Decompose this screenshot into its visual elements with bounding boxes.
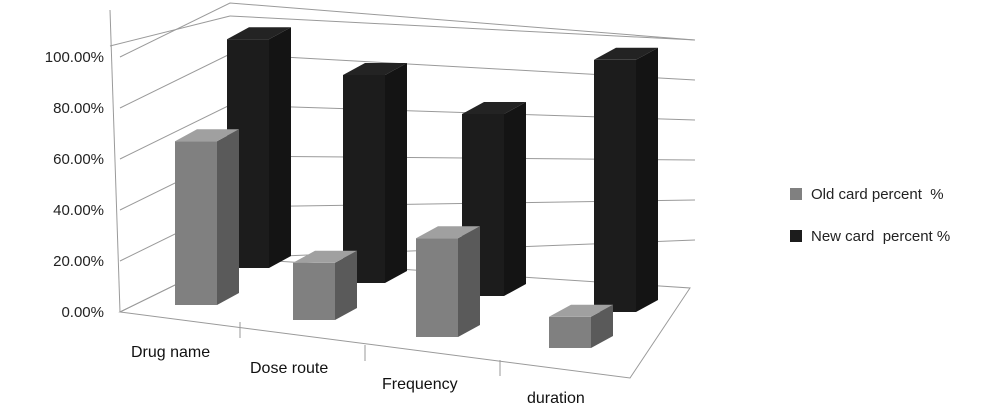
y-tick-label: 100.00% <box>45 49 104 66</box>
legend-item-new: New card percent % <box>790 224 950 248</box>
bar-old-2-front <box>416 238 458 337</box>
bar-new-1 <box>343 63 407 283</box>
x-axis-labels: Drug name Dose route Frequency duration <box>131 344 585 407</box>
legend-item-old: Old card percent % <box>790 182 950 206</box>
x-category-label: Frequency <box>382 376 458 393</box>
bar-new-2 <box>462 102 526 296</box>
x-category-label: Drug name <box>131 344 210 361</box>
bar-old-0-side <box>217 129 239 305</box>
bar-old-0 <box>175 129 239 305</box>
y-tick-label: 20.00% <box>53 253 104 270</box>
bar-old-3-side <box>591 304 613 348</box>
legend-swatch-old <box>790 188 802 200</box>
bar-new-1-side <box>385 63 407 283</box>
bar-new-0 <box>227 27 291 269</box>
legend: Old card percent % New card percent % <box>790 182 950 266</box>
bar-new-3 <box>594 47 658 313</box>
bar-old-0-front <box>175 141 217 305</box>
bar-old-0-top <box>175 129 239 142</box>
bars <box>175 27 658 348</box>
bar-old-1-front <box>293 262 335 320</box>
bar-old-3 <box>549 304 613 348</box>
bar-new-2-top <box>462 102 526 114</box>
bar-old-2-top <box>416 226 480 239</box>
legend-swatch-new <box>790 230 802 242</box>
gridline <box>119 2 696 58</box>
x-category-label: duration <box>527 390 585 407</box>
bar-old-1-top <box>293 250 357 263</box>
bar-old-2-side <box>458 226 480 337</box>
bar-new-0-side <box>269 27 291 269</box>
y-tick-label: 60.00% <box>53 151 104 168</box>
x-category-label: Dose route <box>250 360 328 377</box>
bar-new-3-front <box>594 59 636 312</box>
bar-new-0-top <box>227 27 291 40</box>
bar-new-3-top <box>594 47 658 60</box>
bar-new-1-front <box>343 75 385 283</box>
y-tick-label: 80.00% <box>53 100 104 117</box>
legend-label-new: New card percent % <box>811 227 951 245</box>
top-back-edge <box>229 15 696 41</box>
legend-label-old: Old card percent % <box>811 185 944 203</box>
y-tick-label: 40.00% <box>53 202 104 219</box>
y-tick-label: 0.00% <box>61 304 104 321</box>
top-left-edge <box>109 15 231 47</box>
bar-old-2 <box>416 226 480 337</box>
bar-new-3-side <box>636 47 658 313</box>
bar-old-1 <box>293 250 357 320</box>
y-axis-ticks: 0.00% 20.00% 40.00% 60.00% 80.00% 100.00% <box>45 49 104 321</box>
chart-walls <box>109 9 696 313</box>
bar-new-1-top <box>343 63 407 75</box>
bar-new-2-side <box>504 102 526 296</box>
bar-old-3-top <box>549 304 613 317</box>
bar-old-1-side <box>335 250 357 320</box>
bar-old-3-front <box>549 316 591 348</box>
left-wall-edge <box>109 9 121 313</box>
